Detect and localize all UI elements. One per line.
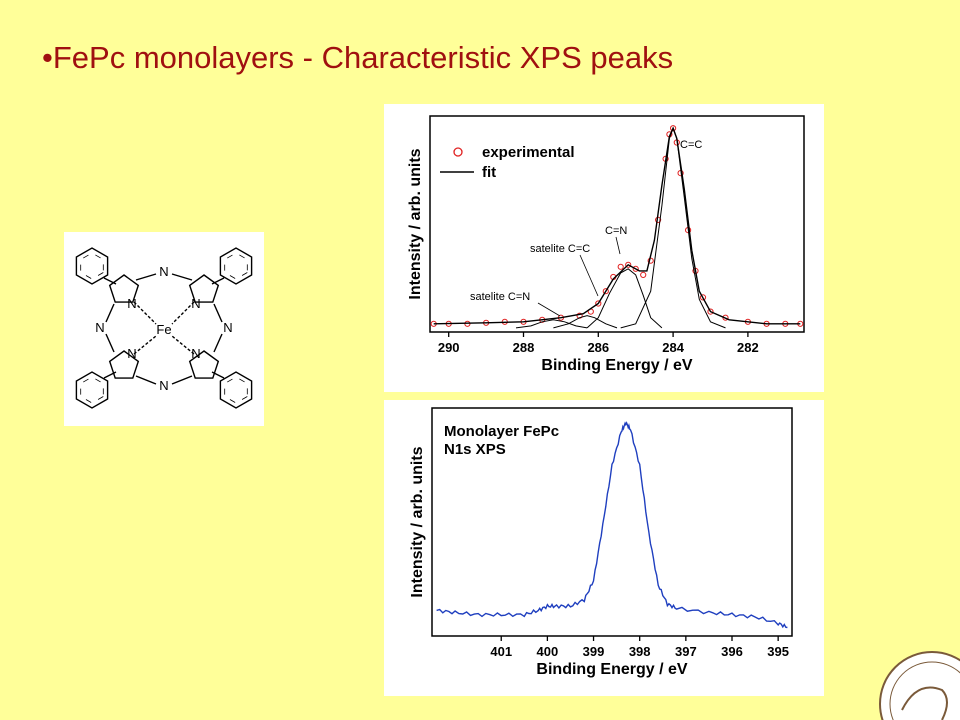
c1s-series-c-n [586,268,663,329]
benzene-ring-bottom-left-inner [80,376,104,404]
nitrogen-inner-3: N [127,346,136,361]
bond-10 [105,333,115,353]
c1s-experimental-point-8 [576,312,583,319]
benzene-ring-top-right [219,247,253,285]
bond-7 [135,375,157,385]
bond-4 [211,371,225,379]
c1s-annotation-satelite-cc: satelite C=C [530,243,590,255]
c1s-experimental-point-13 [617,263,624,270]
c1s-chart-panel: 290 288 286 284 282 Binding Energy / eV Intens… [384,104,824,392]
c1s-xps-chart: 290 288 286 284 282 Binding Energy / eV Intens… [407,115,805,374]
fe-bond-1 [133,301,157,325]
n1s-plot-frame [431,407,793,637]
n1s-xps-chart: 401 400 399 398 397 396 395 Binding Energy / eV… [409,407,793,678]
n1s-xtick-label-4: 397 [675,644,697,659]
benzene-ring-top-left [75,247,109,285]
c1s-experimental-point-26 [699,294,707,301]
pyrrole-ring-4 [188,350,220,379]
c1s-xtick-label-1: 288 [513,340,535,355]
c1s-annotation-satelite-cc-pointer [579,254,599,297]
benzene-ring-top-left-inner [80,252,104,280]
nitrogen-inner-1: N [127,296,136,311]
bond-8 [171,375,193,385]
bond-9 [105,303,115,323]
c1s-xtick-label-2: 286 [587,340,609,355]
n1s-xtick-label-5: 396 [721,644,743,659]
c1s-xtick-label-4: 282 [737,340,759,355]
bond-11 [213,303,223,323]
c1s-series-satelite-c-n [515,319,588,329]
c1s-series-fit [433,126,801,325]
n1s-chart-panel: 401 400 399 398 397 396 395 Binding Energy / eV… [384,400,824,696]
n1s-ylabel: Intensity / arb. units [409,446,426,597]
bond-12 [213,333,223,353]
nitrogen-inner-4: N [191,346,200,361]
c1s-experimental-point-11 [602,288,609,295]
pyrrole-ring-2 [188,274,220,303]
c1s-xtick-label-3: 284 [662,340,684,355]
n1s-xtick-label-2: 399 [583,644,605,659]
fe-bond-2 [171,301,195,325]
benzene-ring-bottom-right [219,371,253,409]
benzene-ring-bottom-left [75,371,109,409]
c1s-series-c-c [620,126,726,329]
slide-title: •FePc monolayers - Characteristic XPS pe… [42,40,674,75]
n1s-series-line [436,421,788,629]
fepc-structure-diagram: N N N N N N N N Fe [75,247,253,409]
fe-bond-3 [133,335,157,355]
c1s-annotation-satelite-cn: satelite C=N [470,291,530,303]
molecule-structure-panel: N N N N N N N N Fe [64,232,264,426]
nitrogen-left: N [95,320,104,335]
bond-1 [103,277,117,285]
bond-6 [171,273,193,281]
c1s-experimental-point-16 [640,271,647,278]
n1s-annotation-monolayer: Monolayer FePc [444,423,559,440]
nitrogen-bottom: N [159,378,168,393]
c1s-plot-frame [429,115,805,333]
c1s-experimental-point-10 [595,300,602,307]
c1s-xtick-label-0: 290 [438,340,460,355]
bond-5 [135,273,157,281]
benzene-ring-bottom-right-inner [224,376,248,404]
c1s-legend-marker-experimental [453,147,463,157]
c1s-experimental-point-15 [632,265,639,272]
nitrogen-top: N [159,264,168,279]
pyrrole-ring-1 [108,274,140,303]
c1s-xlabel: Binding Energy / eV [541,357,692,374]
n1s-xtick-label-6: 395 [767,644,789,659]
c1s-annotation-cn: C=N [605,225,627,237]
n1s-xtick-label-0: 401 [490,644,512,659]
c1s-legend-fit: fit [482,164,496,181]
bond-3 [103,371,117,379]
c1s-series-satelite-c-c [553,315,618,329]
n1s-xtick-label-3: 398 [629,644,651,659]
iron-atom: Fe [156,322,171,337]
n1s-annotation-n1s-xps: N1s XPS [444,441,506,458]
c1s-annotation-cc: C=C [680,139,702,151]
c1s-annotation-satelite-cn-pointer [537,302,561,317]
c1s-experimental-point-14 [625,261,632,268]
c1s-ylabel: Intensity / arb. units [407,148,424,299]
university-seal-logo [879,651,960,720]
c1s-annotation-cn-pointer [615,236,621,255]
n1s-xlabel: Binding Energy / eV [536,661,687,678]
nitrogen-inner-2: N [191,296,200,311]
n1s-xtick-label-1: 400 [537,644,559,659]
bond-2 [211,277,225,285]
c1s-experimental-point-27 [707,308,714,315]
nitrogen-right: N [223,320,232,335]
c1s-experimental-point-21 [670,125,677,132]
benzene-ring-top-right-inner [224,252,248,280]
pyrrole-ring-3 [108,350,140,379]
c1s-legend-experimental: experimental [482,144,575,161]
